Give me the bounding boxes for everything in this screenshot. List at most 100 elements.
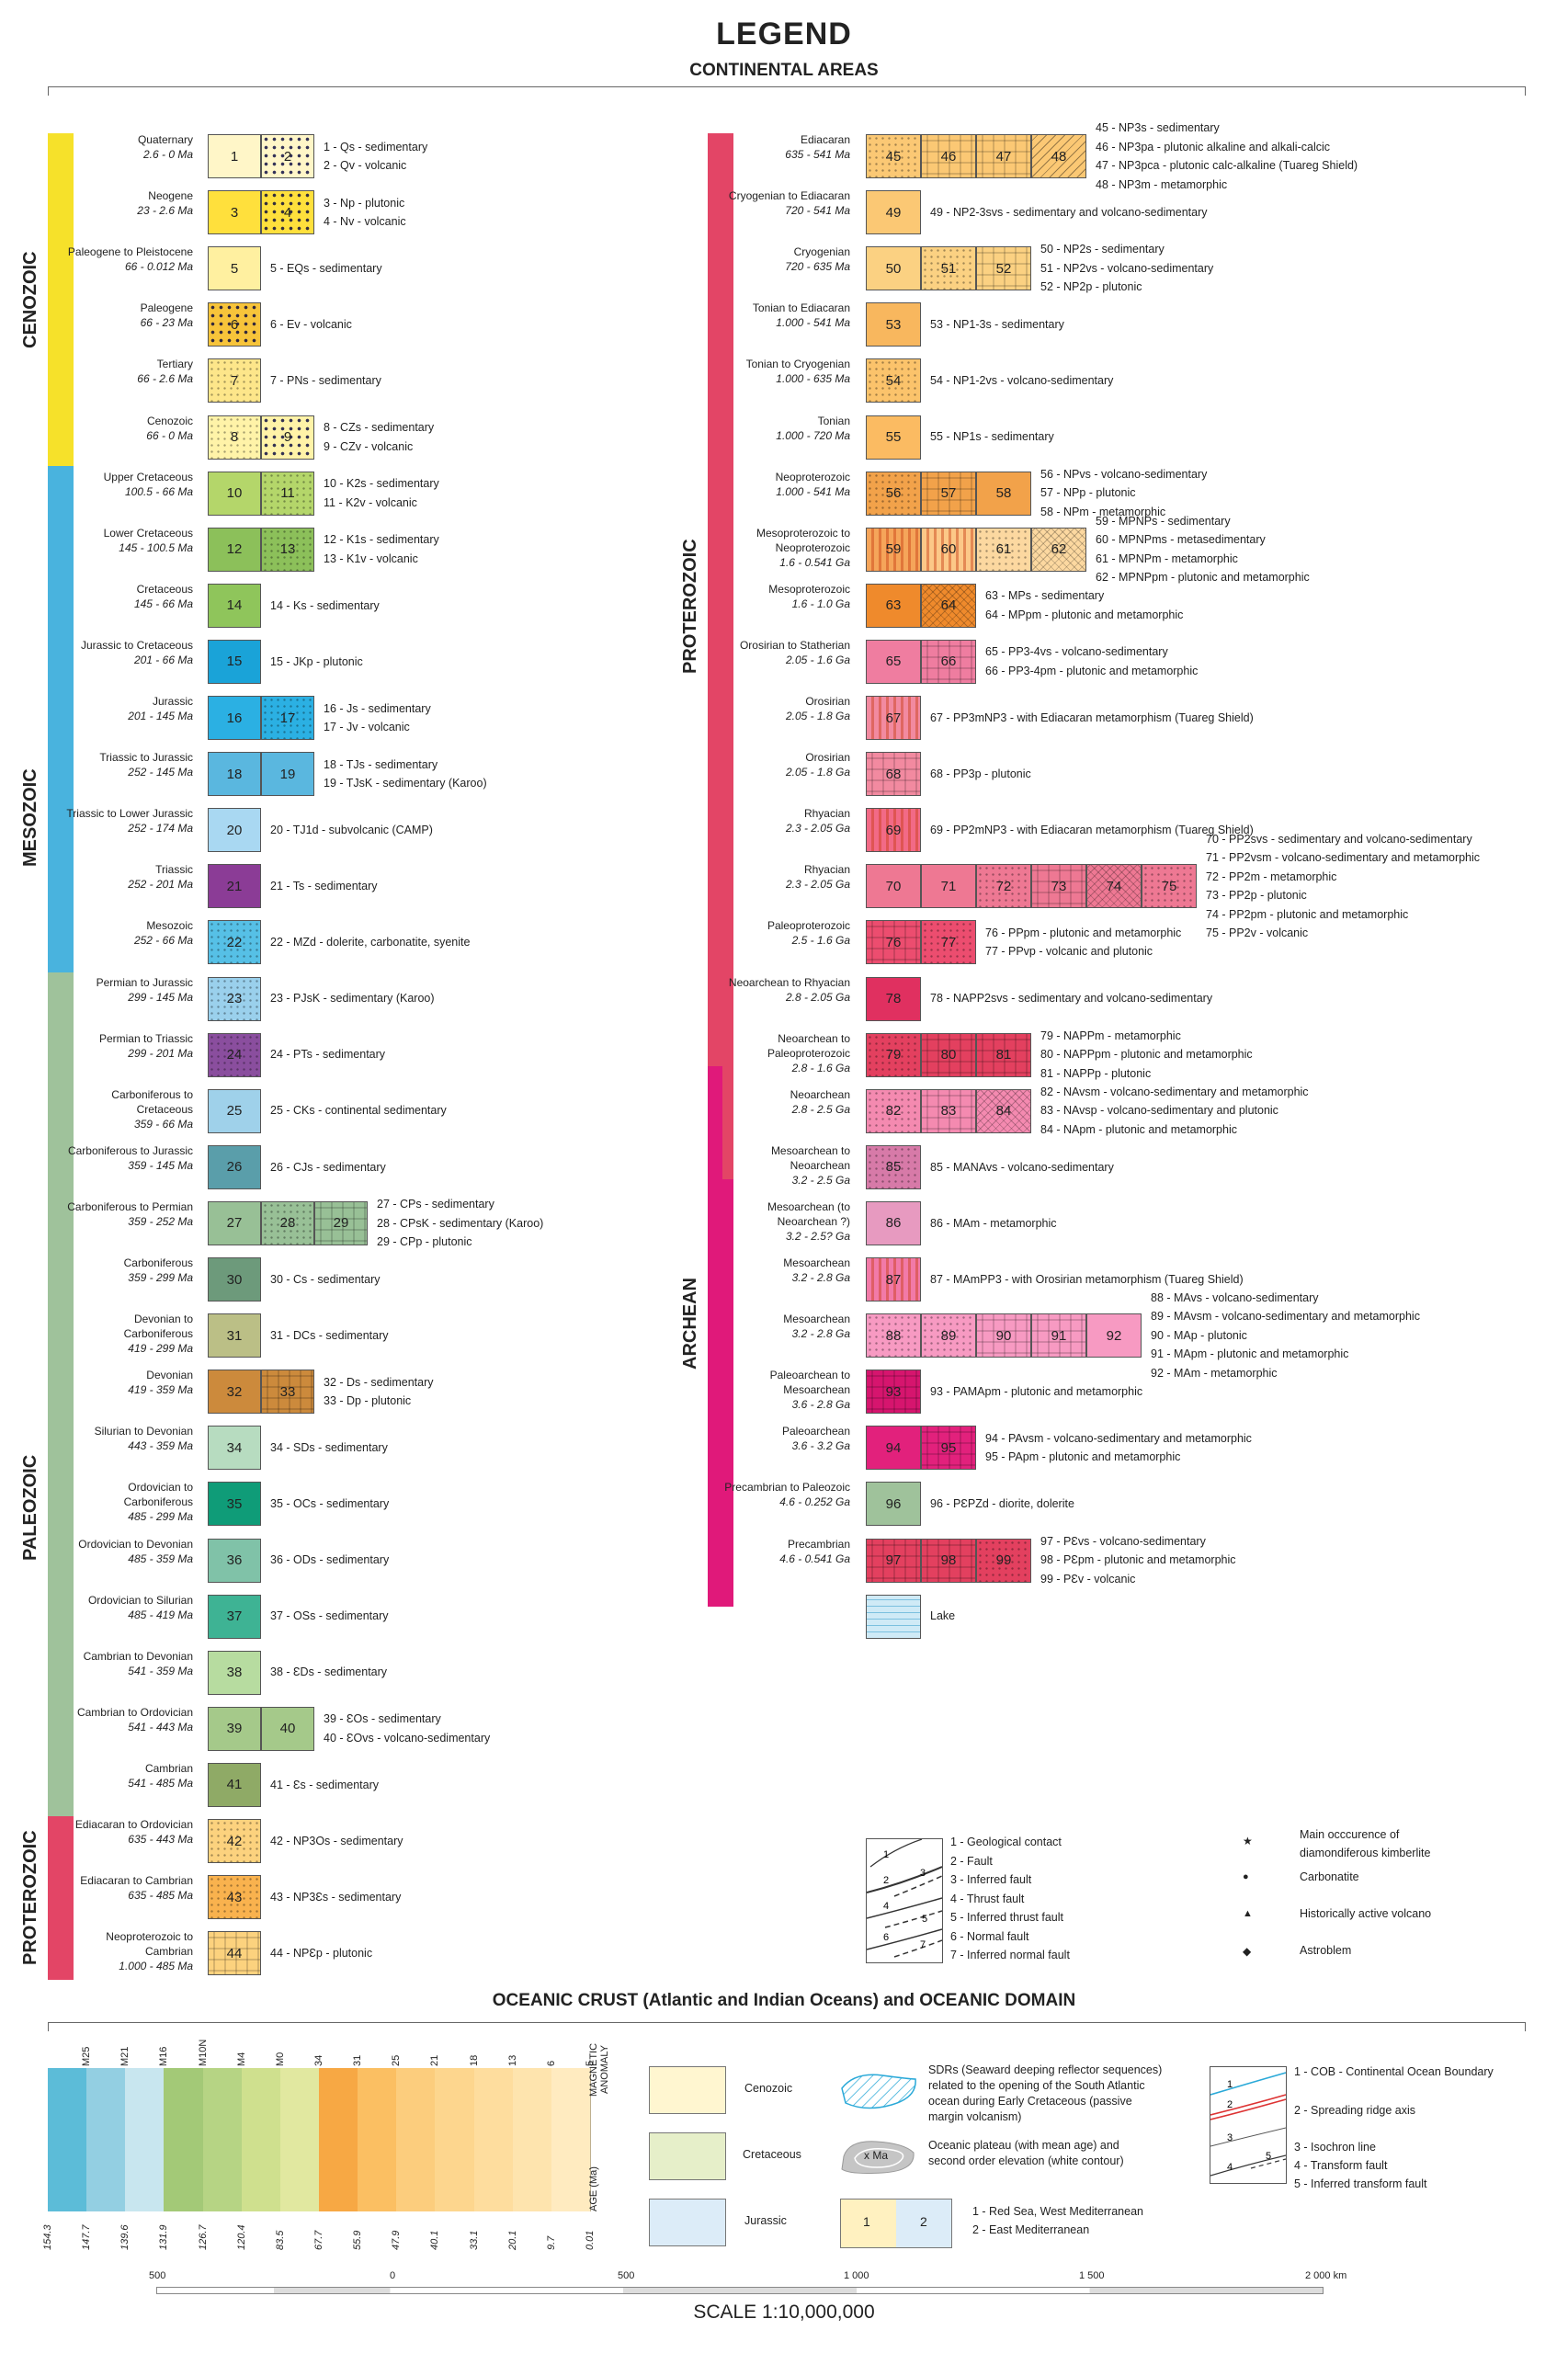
red-sea-swatch: [841, 2200, 897, 2247]
scale-label: SCALE 1:10,000,000: [693, 2302, 875, 2323]
anomaly-age: 33.1: [468, 2230, 480, 2250]
unit-text: 70 - PP2svs - sedimentary and volcano-se…: [1206, 830, 1480, 943]
unit-swatch: 46: [921, 134, 976, 178]
unit-swatch: 67: [866, 696, 921, 740]
unit-description: 81 - NAPPp - plutonic: [1040, 1066, 1152, 1080]
unit-description: 2 - Qv - volcanic: [324, 159, 407, 172]
continental-heading: CONTINENTAL AREAS: [689, 61, 879, 80]
unit-text: 45 - NP3s - sedimentary 46 - NP3pa - plut…: [1096, 119, 1358, 194]
unit-swatch: 89: [921, 1313, 976, 1358]
era-bar-overlap: [48, 972, 62, 1083]
unit-age-name: Orosirian to Statherian: [739, 638, 850, 652]
unit-age-range: 66 - 2.6 Ma: [137, 372, 193, 386]
unit-swatch: 19: [261, 752, 314, 797]
unit-description: 39 - ƐOs - sedimentary: [324, 1712, 441, 1726]
cretaceous-label: Cretaceous: [743, 2148, 801, 2161]
anomaly-age: 131.9: [158, 2224, 170, 2250]
anomaly-band: [125, 2068, 165, 2211]
unit-age-name: Precambrian: [787, 1537, 850, 1551]
unit-swatch: 60: [921, 527, 976, 572]
unit-swatch: 36: [208, 1538, 261, 1583]
unit-swatch: 16: [208, 696, 261, 740]
unit-text: 7 - PNs - sedimentary: [270, 371, 381, 391]
anomaly-label: M4: [235, 2052, 247, 2066]
unit-age: Triassic to Jurassic 252 - 145 Ma: [64, 750, 193, 779]
unit-swatch: 69: [866, 808, 921, 853]
unit-description: 92 - MAm - metamorphic: [1151, 1366, 1278, 1380]
unit-age: Neogene 23 - 2.6 Ma: [64, 188, 193, 218]
unit-text: 10 - K2s - sedimentary 11 - K2v - volcani…: [324, 474, 439, 512]
unit-text: 22 - MZd - dolerite, carbonatite, syenit…: [270, 933, 470, 952]
unit-age-range: 720 - 541 Ma: [785, 204, 850, 218]
unit-description: 34 - SDs - sedimentary: [270, 1441, 388, 1455]
unit-description: 86 - MAm - metamorphic: [930, 1216, 1057, 1230]
unit-swatch: 47: [976, 134, 1031, 178]
unit-age-range: 2.8 - 2.05 Ga: [785, 990, 850, 1004]
unit-age-name: Ordovician to Carboniferous: [123, 1481, 193, 1509]
unit-swatch: 4: [261, 190, 314, 235]
unit-age-range: 1.000 - 485 Ma: [119, 1960, 193, 1973]
unit-swatch: 88: [866, 1313, 921, 1358]
unit-description: 69 - PP2mNP3 - with Ediacaran metamorphi…: [930, 823, 1254, 836]
unit-age: Paleoarchean to Mesoarchean 3.6 - 2.8 Ga: [722, 1368, 850, 1412]
era-bar-proterozoic-right: [708, 133, 733, 1179]
unit-description: 10 - K2s - sedimentary: [324, 477, 439, 491]
anomaly-band: [473, 2068, 514, 2211]
svg-text:3: 3: [1227, 2132, 1233, 2143]
anomaly-age: 0.01: [585, 2230, 596, 2250]
unit-age-range: 541 - 485 Ma: [128, 1776, 193, 1790]
unit-age: Cambrian to Ordovician 541 - 443 Ma: [64, 1705, 193, 1734]
anomaly-band: [164, 2068, 204, 2211]
unit-description: 30 - Cs - sedimentary: [270, 1272, 381, 1286]
unit-age-name: Triassic to Jurassic: [99, 751, 193, 765]
unit-age: Paleogene 66 - 23 Ma: [64, 301, 193, 330]
anomaly-age: 154.3: [42, 2224, 53, 2250]
unit-text: 43 - NP3Ɛs - sedimentary: [270, 1888, 401, 1907]
unit-age-range: 252 - 66 Ma: [133, 934, 193, 948]
unit-age-name: Mesoarchean to Neoarchean: [770, 1143, 850, 1172]
structural-symbols-drawing: 1 2 3 4 5 6 7: [866, 1838, 943, 1958]
unit-text: 79 - NAPPm - metamorphic 80 - NAPPpm - pl…: [1040, 1027, 1253, 1084]
scale-bar-segments: [156, 2287, 1324, 2294]
unit-age-name: Precambrian to Paleozoic: [724, 1481, 850, 1495]
unit-description: 31 - DCs - sedimentary: [270, 1328, 389, 1342]
unit-age-name: Ordovician to Devonian: [78, 1537, 193, 1551]
unit-age: Cryogenian to Ediacaran 720 - 541 Ma: [722, 188, 850, 218]
unit-age-name: Tonian to Ediacaran: [752, 301, 850, 315]
sdr-hatch-icon: [841, 2074, 916, 2109]
unit-swatch: 20: [208, 808, 261, 853]
unit-age: Tonian to Ediacaran 1.000 - 541 Ma: [722, 301, 850, 330]
unit-age: Cenozoic 66 - 0 Ma: [64, 414, 193, 443]
unit-text: 85 - MANAvs - volcano-sedimentary: [930, 1158, 1114, 1177]
unit-age: Cretaceous 145 - 66 Ma: [64, 582, 193, 611]
svg-text:1: 1: [1227, 2079, 1233, 2090]
unit-description: 56 - NPvs - volcano-sedimentary: [1040, 467, 1208, 481]
unit-age: Mesoarchean 3.2 - 2.8 Ga: [722, 1256, 850, 1285]
unit-description: 52 - NP2p - plutonic: [1040, 280, 1142, 294]
unit-age-name: Cryogenian: [793, 245, 850, 259]
unit-age-name: Mesoarchean: [783, 1256, 850, 1269]
unit-swatch: 35: [208, 1482, 261, 1527]
unit-description: 66 - PP3-4pm - plutonic and metamorphic: [985, 664, 1199, 677]
unit-text: 42 - NP3Os - sedimentary: [270, 1832, 403, 1851]
carbonatite-dot-icon: ●: [1243, 1871, 1249, 1882]
volcano-label: Historically active volcano: [1300, 1907, 1432, 1920]
unit-age-range: 635 - 443 Ma: [128, 1833, 193, 1846]
unit-description: 37 - OSs - sedimentary: [270, 1609, 389, 1623]
unit-swatch: 29: [314, 1200, 368, 1245]
unit-description: 75 - PP2v - volcanic: [1206, 926, 1309, 940]
unit-description: 98 - PƐpm - plutonic and metamorphic: [1040, 1553, 1236, 1567]
unit-age-range: 201 - 145 Ma: [128, 710, 193, 722]
unit-description: 19 - TJsK - sedimentary (Karoo): [324, 777, 487, 790]
ridge-line-5: 5 - Inferred transform fault: [1294, 2177, 1427, 2190]
unit-description: 46 - NP3pa - plutonic alkaline and alkal…: [1096, 140, 1330, 153]
unit-age-name: Neoproterozoic to Cambrian: [106, 1930, 193, 1959]
unit-description: 93 - PAMApm - plutonic and metamorphic: [930, 1384, 1143, 1398]
unit-text: 20 - TJ1d - subvolcanic (CAMP): [270, 821, 433, 840]
unit-age-name: Permian to Triassic: [98, 1031, 193, 1045]
unit-text: 38 - ƐDs - sedimentary: [270, 1663, 387, 1682]
unit-description: 12 - K1s - sedimentary: [324, 533, 439, 547]
unit-text: 23 - PJsK - sedimentary (Karoo): [270, 989, 435, 1008]
unit-description: Lake: [930, 1609, 956, 1623]
anomaly-label: M0: [274, 2052, 286, 2066]
